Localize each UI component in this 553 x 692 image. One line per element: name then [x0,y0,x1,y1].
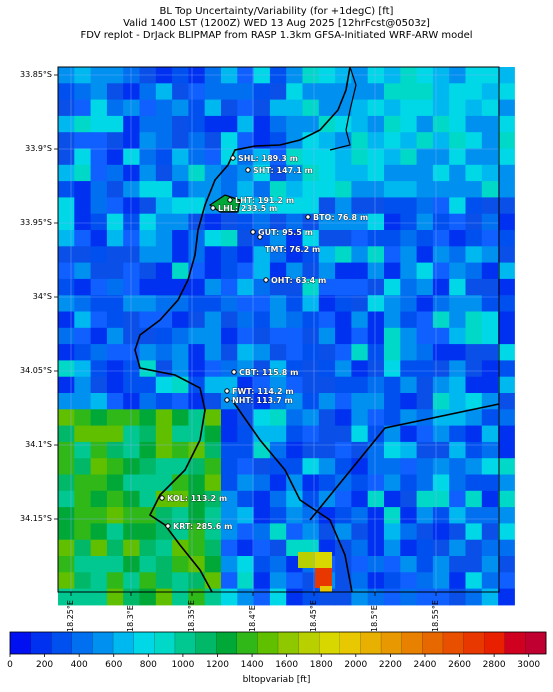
colorbar-swatch [298,632,320,654]
colorbar-swatch [278,632,300,654]
axis-ticks [54,74,437,596]
colorbar-swatch [422,632,444,654]
colorbar-title: bltopvariab [ft] [242,675,311,685]
colorbar-swatch [113,632,135,654]
colorbar [9,631,547,657]
colorbar-tick-label: 2400 [413,660,437,670]
site-marker: SHT: 147.1 m [245,166,313,175]
colorbar-swatch [154,632,176,654]
map-frame [57,66,500,593]
colorbar-swatch [484,632,506,654]
site-label: LHL: 233.5 m [218,204,277,213]
longitude-label: 18.45°E [309,600,318,632]
latitude-label: 33.9°S [25,144,52,153]
colorbar-swatch [133,632,155,654]
site-marker: KRT: 285.6 m [165,522,233,531]
latitude-label: 34.15°S [20,514,52,523]
colorbar-tick-label: 400 [70,660,88,670]
latitude-label: 33.85°S [20,70,52,79]
site-label: SHT: 147.1 m [253,166,313,175]
colorbar-tick-label: 200 [35,660,54,670]
longitude-label: 18.4°E [248,605,257,632]
colorbar-swatch [339,632,361,654]
colorbar-tick-label: 3000 [517,660,541,670]
colorbar-tick-label: 2200 [378,660,402,670]
longitude-label: 18.25°E [66,600,75,632]
colorbar-tick-label: 0 [7,660,13,670]
site-marker: CBT: 115.8 m [231,368,299,377]
map-subtitle: FDV replot - DrJack BLIPMAP from RASP 1.… [80,30,473,41]
map-title: BL Top Uncertainty/Variability (for +1de… [159,6,394,17]
colorbar-swatch [30,632,52,654]
site-label: BTO: 76.8 m [313,213,368,222]
latitude-label: 34.05°S [20,366,52,375]
latitude-label: 33.95°S [20,218,52,227]
site-label: TMT: 76.2 m [265,245,320,254]
site-marker: KOL: 113.2 m [159,494,227,503]
colorbar-swatch [442,632,464,654]
colorbar-swatch [92,632,114,654]
colorbar-tick-label: 1400 [240,660,264,670]
longitude-label: 18.55°E [431,600,440,632]
site-marker: GUT: 95.5 m [250,228,313,237]
colorbar-swatch [10,632,32,654]
site-label: KOL: 113.2 m [167,494,227,503]
colorbar-tick-label: 800 [139,660,157,670]
colorbar-tick-label: 2600 [448,660,471,670]
site-marker: LHT: 191.2 m [227,196,295,205]
graticule [58,67,499,592]
site-marker: TMT: 76.2 m [257,234,321,254]
colorbar-swatch [51,632,73,654]
site-marker: FWT: 114.2 m [224,387,294,396]
site-label: GUT: 95.5 m [258,228,313,237]
colorbar-tick-label: 2000 [344,660,368,670]
colorbar-tick-label: 1200 [206,660,229,670]
site-label: LHT: 191.2 m [235,196,294,205]
colorbar-swatch [174,632,196,654]
site-label: FWT: 114.2 m [232,387,294,396]
longitude-label: 18.3°E [126,605,135,632]
colorbar-swatch [360,632,382,654]
site-label: NHT: 113.7 m [232,396,293,405]
latitude-label: 34.1°S [25,440,52,449]
longitude-label: 18.5°E [370,605,379,632]
site-markers: SHL: 189.3 m SHT: 147.1 m LHT: 191.2 mLHL:… [159,154,369,531]
site-marker: BTO: 76.8 m [305,213,369,222]
colorbar-swatch [319,632,341,654]
site-label: CBT: 115.8 m [239,368,298,377]
colorbar-swatch [236,632,258,654]
colorbar-tick-label: 1000 [171,660,195,670]
colorbar-swatch [525,632,547,654]
site-marker: LHL: 233.5 m [210,204,278,213]
map-cells [58,67,515,606]
colorbar-tick-label: 1600 [275,660,299,670]
site-label: KRT: 285.6 m [173,522,232,531]
site-label: OHT: 63.4 m [271,276,326,285]
latitude-label: 34°S [32,292,52,301]
colorbar-tick-label: 1800 [309,660,333,670]
colorbar-swatch [195,632,217,654]
site-label: SHL: 189.3 m [238,154,298,163]
colorbar-tick-label: 2800 [482,660,506,670]
map-valid-time: Valid 1400 LST (1200Z) WED 13 Aug 2025 [… [123,18,430,29]
colorbar-swatch [257,632,279,654]
colorbar-swatch [463,632,485,654]
site-marker: OHT: 63.4 m [263,276,327,285]
colorbar-tick-label: 600 [105,660,123,670]
longitude-label: 18.35°E [187,600,196,632]
coastline [134,66,500,593]
colorbar-swatch [71,632,93,654]
site-marker: NHT: 113.7 m [224,396,293,405]
site-marker: SHL: 189.3 m [230,154,298,163]
colorbar-swatch [216,632,238,654]
colorbar-swatch [401,632,423,654]
colorbar-swatch [504,632,526,654]
colorbar-swatch [381,632,403,654]
